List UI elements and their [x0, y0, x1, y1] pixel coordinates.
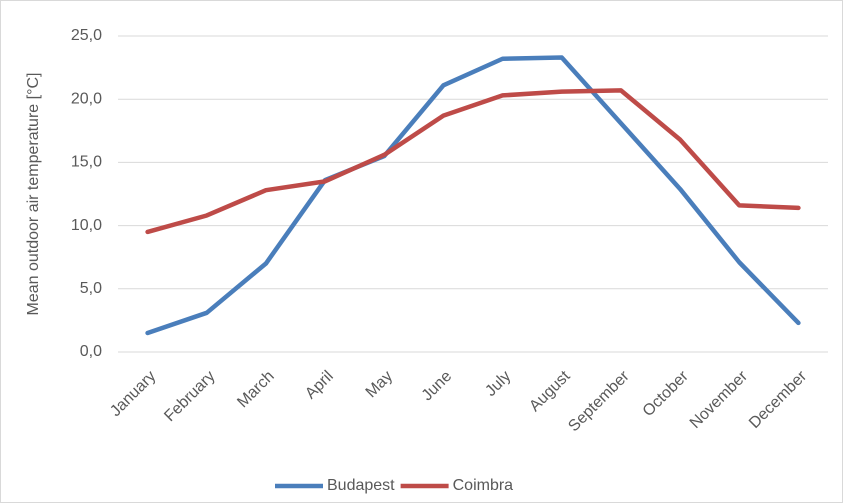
y-tick-label: 25,0	[71, 27, 102, 44]
y-tick-label: 0,0	[80, 343, 102, 360]
y-tick-label: 5,0	[80, 280, 102, 297]
line-series	[145, 88, 801, 235]
legend-label: Coimbra	[453, 477, 514, 494]
y-axis-label: Mean outdoor air temperature [°C]	[25, 73, 42, 316]
y-tick-label: 10,0	[71, 217, 102, 234]
y-tick-label: 15,0	[71, 154, 102, 171]
line-series	[145, 55, 801, 336]
y-tick-label: 20,0	[71, 90, 102, 107]
legend-label: Budapest	[327, 477, 395, 494]
